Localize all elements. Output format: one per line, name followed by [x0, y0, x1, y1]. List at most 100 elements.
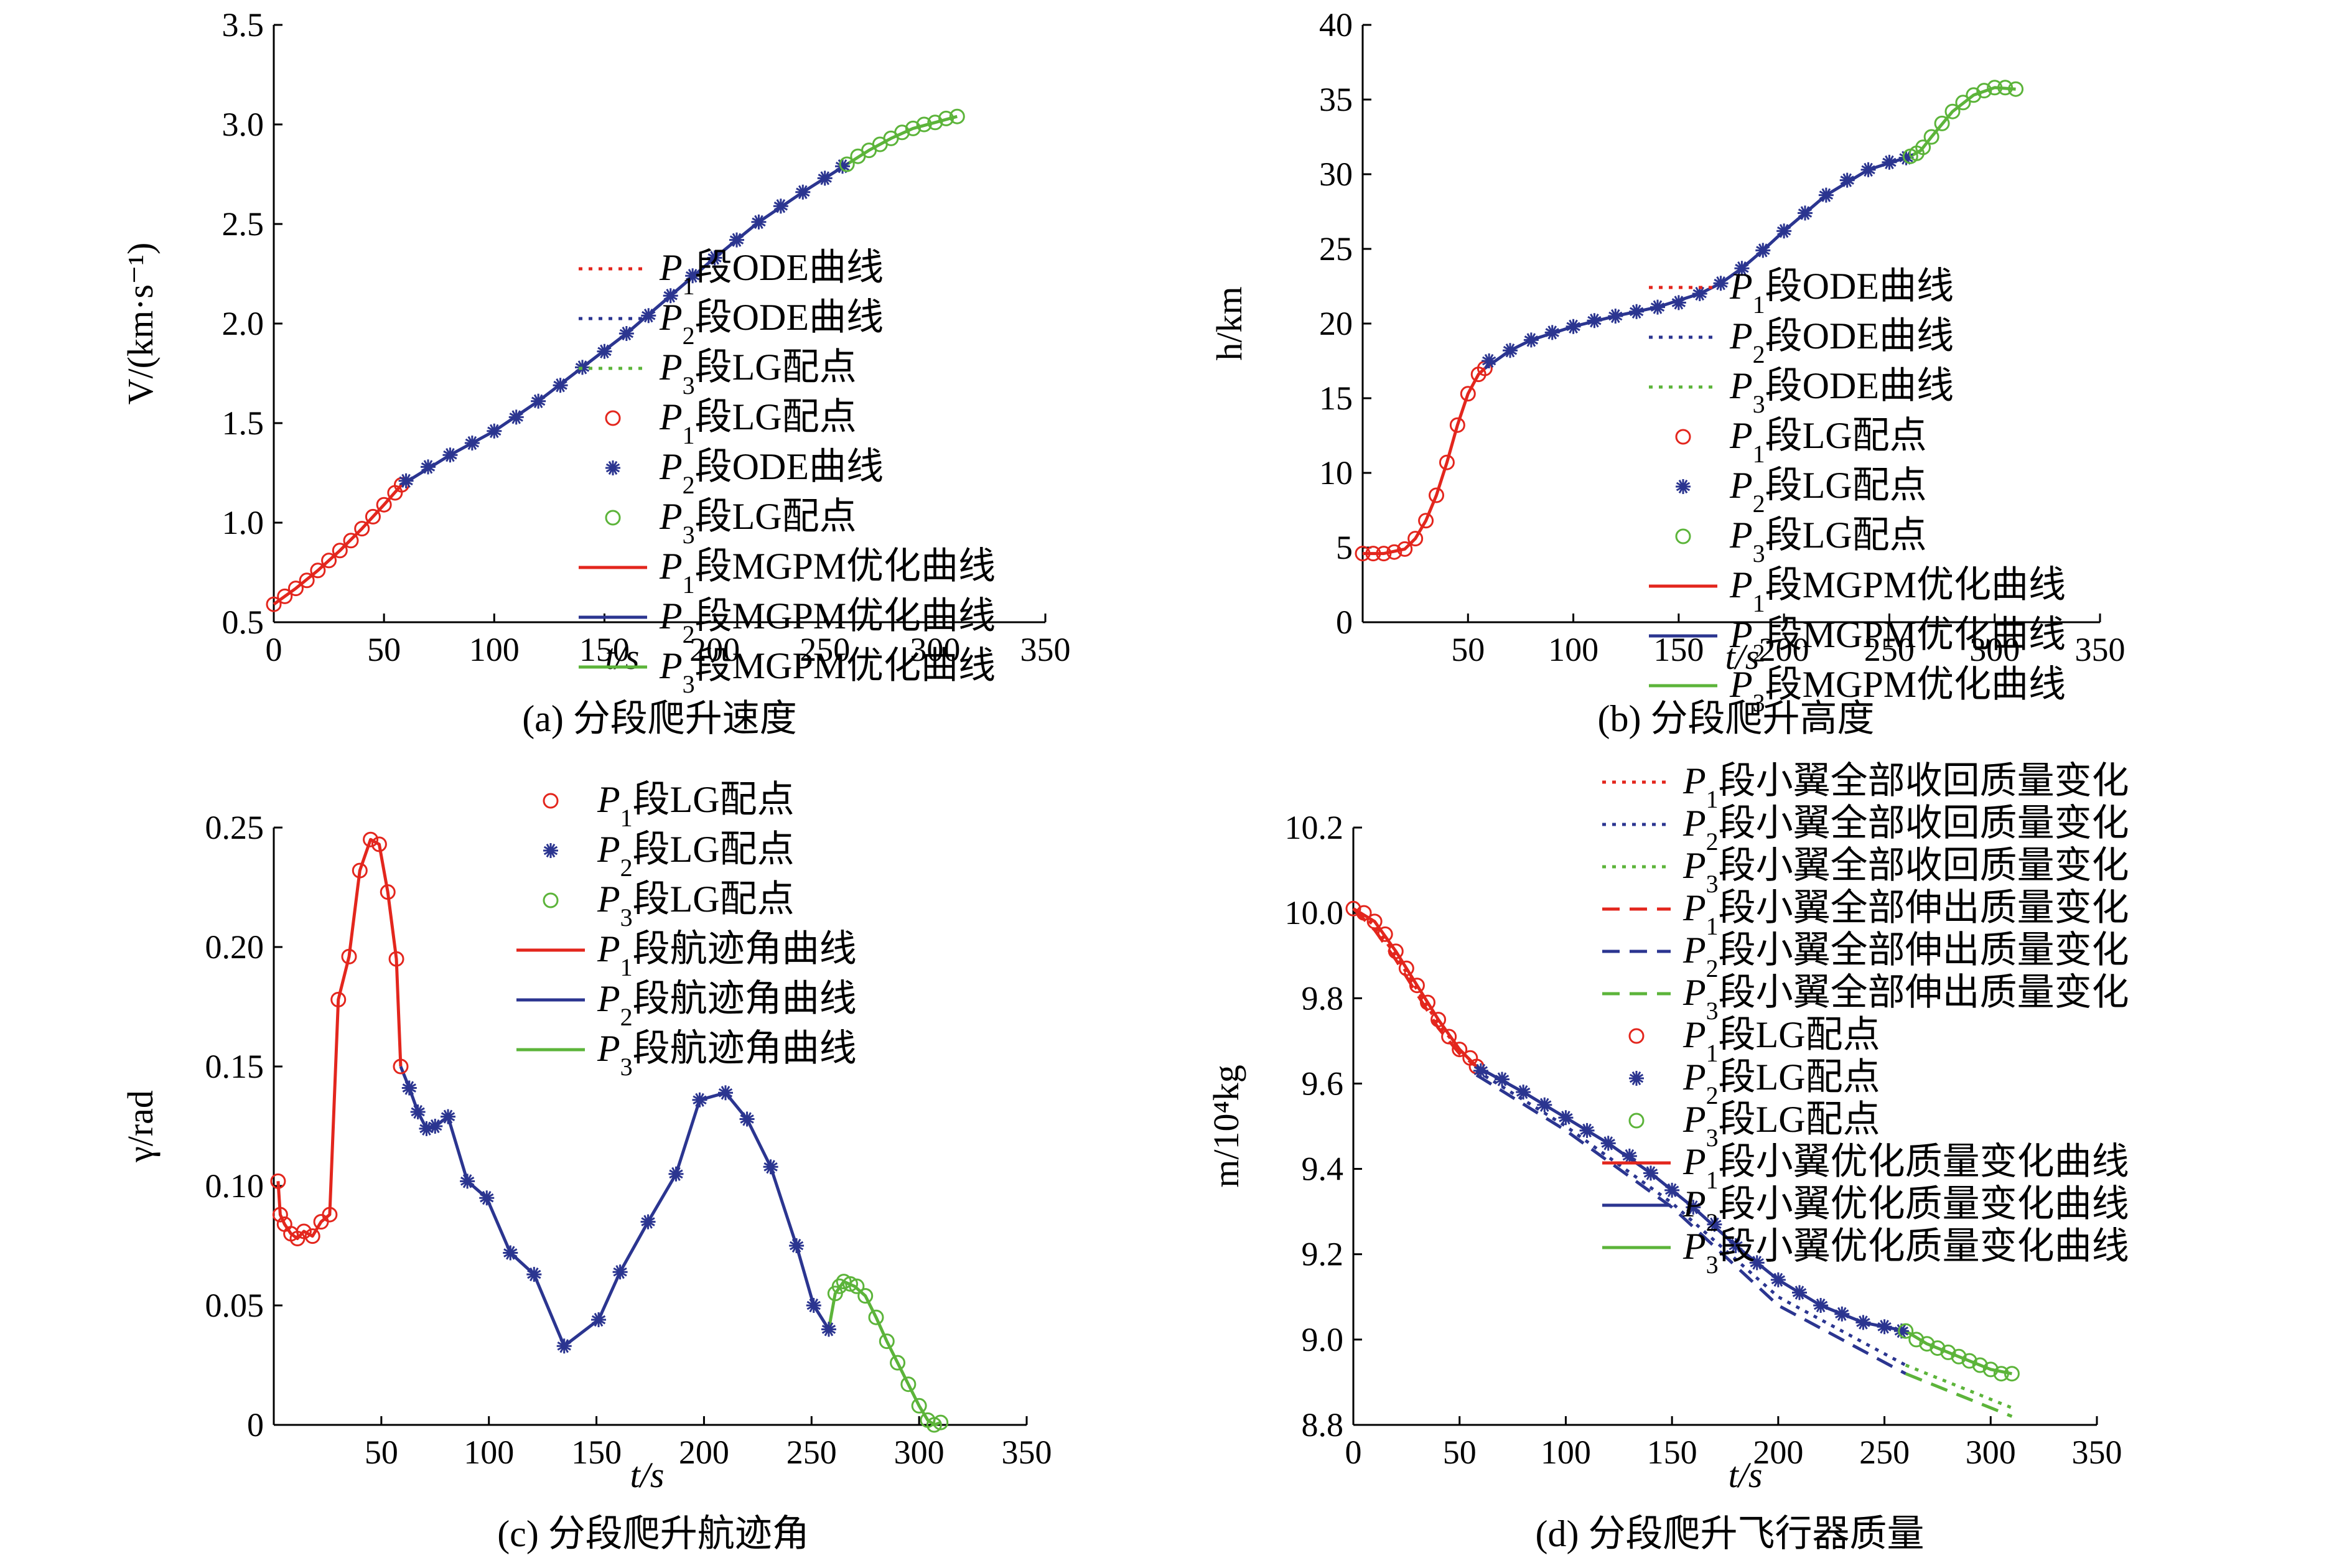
- data-point-p2: [751, 214, 767, 230]
- y-tick-label: 10.0: [1285, 894, 1344, 931]
- series-line-p3-dashed: [1905, 1372, 2013, 1418]
- legend-entry: P1段MGPM优化曲线: [659, 546, 996, 599]
- legend: P1段LG配点P2段LG配点P3段LG配点P1段航迹角曲线P2段航迹角曲线P3段…: [516, 779, 857, 1081]
- x-axis-label: t/s: [605, 637, 640, 677]
- data-point-p2: [1643, 1165, 1658, 1181]
- data-point-p2: [1650, 299, 1665, 315]
- legend-entry: P2段ODE曲线: [659, 297, 884, 350]
- data-point-p2: [640, 1214, 656, 1230]
- legend-entry: P3段航迹角曲线: [597, 1028, 857, 1081]
- data-point-p2: [1600, 1136, 1616, 1151]
- data-point-p3: [1955, 95, 1971, 111]
- legend-entry: P1段MGPM优化曲线: [1729, 564, 2066, 617]
- panel-caption: (c) 分段爬升航迹角: [497, 1513, 810, 1554]
- data-point-p1: [1449, 417, 1465, 433]
- y-tick-label: 2.5: [222, 205, 264, 243]
- data-point-p1: [380, 884, 396, 900]
- legend-entry: P3段MGPM优化曲线: [1729, 664, 2066, 717]
- data-point-p2: [718, 1085, 733, 1101]
- series-line-p2-dashed: [1475, 1073, 1906, 1375]
- data-point-p1: [1365, 546, 1381, 562]
- data-point-p2: [1770, 1272, 1786, 1287]
- data-point-p2: [806, 1298, 821, 1313]
- data-point-p1: [1439, 454, 1455, 470]
- series-line-p3-solid: [1910, 86, 2016, 158]
- data-point-p3: [1951, 1348, 1967, 1365]
- data-point-p3: [1944, 103, 1961, 119]
- data-point-p3: [1919, 1336, 1935, 1352]
- x-tick-label: 350: [1002, 1434, 1052, 1471]
- y-tick-label: 5: [1336, 529, 1353, 566]
- x-tick-label: 50: [365, 1434, 398, 1471]
- data-point-p3: [916, 116, 932, 133]
- data-point-p3: [839, 156, 855, 172]
- x-tick-label: 200: [679, 1434, 729, 1471]
- panel-caption: (d) 分段爬升飞行器质量: [1536, 1513, 1925, 1554]
- legend-entry: P3段小翼优化质量变化曲线: [1682, 1226, 2129, 1279]
- data-point-p1: [304, 1228, 320, 1244]
- legend-entry: P2段小翼优化质量变化曲线: [1682, 1183, 2129, 1236]
- data-point-p1: [1429, 487, 1444, 503]
- data-point-p2: [1893, 1323, 1909, 1339]
- data-point-p1: [1345, 900, 1361, 917]
- legend-marker: [1676, 479, 1691, 494]
- legend-marker: [605, 460, 620, 475]
- data-point-p2: [1495, 1071, 1510, 1087]
- x-tick-label: 250: [800, 631, 850, 668]
- x-tick-label: 100: [1548, 631, 1598, 668]
- data-point-p2: [1798, 205, 1813, 221]
- y-tick-label: 3.5: [222, 6, 264, 44]
- legend-entry: P3段LG配点: [659, 347, 857, 399]
- data-point-p1: [1407, 531, 1424, 547]
- legend-entry: P1段航迹角曲线: [597, 928, 857, 981]
- x-tick-label: 350: [1020, 631, 1071, 668]
- data-point-p2: [1671, 295, 1686, 310]
- series-line-p1-dashed: [1352, 907, 1478, 1068]
- y-tick-label: 0.15: [205, 1048, 264, 1085]
- data-point-p3: [857, 1288, 874, 1304]
- data-point-p3: [926, 1417, 942, 1433]
- x-tick-label: 50: [1451, 631, 1485, 668]
- legend-entry: P3段LG配点: [1729, 515, 1927, 567]
- y-tick-label: 0.5: [222, 604, 264, 641]
- data-point-p2: [553, 378, 568, 393]
- data-point-p2: [531, 393, 546, 409]
- legend-entry: P1段LG配点: [1729, 415, 1927, 468]
- data-point-p3: [905, 120, 921, 136]
- data-point-p1: [354, 521, 370, 537]
- data-point-p2: [729, 232, 744, 248]
- data-point-p1: [322, 1206, 338, 1223]
- legend-entry: P3段ODE曲线: [1729, 365, 1954, 418]
- data-point-p3: [1908, 1332, 1925, 1348]
- data-point-p2: [526, 1267, 542, 1282]
- data-point-p2: [556, 1338, 572, 1354]
- x-tick-label: 200: [1753, 1434, 1803, 1471]
- data-point-p1: [393, 1058, 409, 1075]
- data-point-p3: [938, 110, 954, 126]
- series-line-p1-solid: [1363, 367, 1486, 556]
- data-point-p3: [831, 1278, 847, 1294]
- legend-entry: P3段LG配点: [597, 879, 795, 931]
- data-point-p2: [663, 288, 678, 304]
- data-point-p1: [1430, 1012, 1447, 1028]
- data-point-p2: [1523, 332, 1539, 348]
- data-point-p1: [1356, 905, 1372, 921]
- x-tick-label: 50: [1443, 1434, 1477, 1471]
- legend-entry: P1段LG配点: [659, 396, 857, 449]
- data-point-p2: [1516, 1085, 1531, 1100]
- x-tick-label: 250: [1864, 631, 1915, 668]
- x-tick-label: 0: [266, 631, 282, 668]
- legend-entry: P1段ODE曲线: [659, 247, 884, 300]
- data-point-p1: [310, 562, 326, 579]
- data-point-p2: [1749, 1255, 1765, 1271]
- data-point-p1: [330, 991, 347, 1007]
- data-point-p2: [1622, 1149, 1637, 1164]
- chart-panel-b: 50 100 150 200 250 300 3500510152025303540t/sh…: [1209, 6, 2126, 739]
- data-point-p1: [321, 553, 337, 569]
- data-point-p2: [421, 459, 436, 475]
- panel-caption: (a) 分段爬升速度: [522, 698, 797, 739]
- legend-entry: P2段MGPM优化曲线: [1729, 614, 2066, 667]
- data-point-p1: [1355, 546, 1371, 562]
- y-tick-label: 25: [1319, 230, 1353, 268]
- data-point-p1: [1388, 943, 1404, 959]
